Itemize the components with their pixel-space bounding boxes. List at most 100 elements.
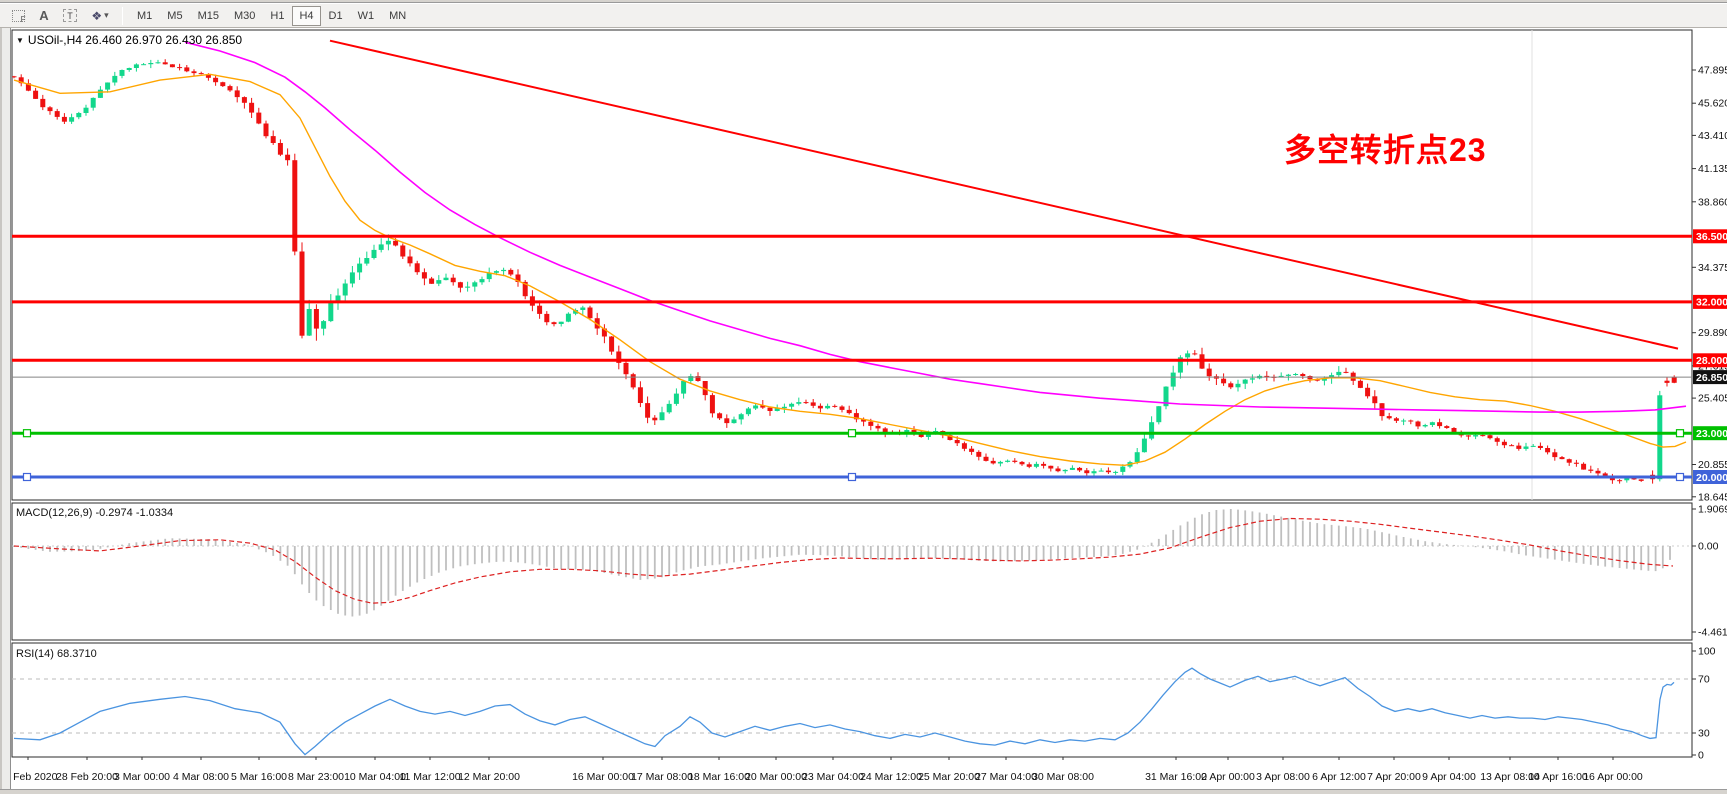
price-badge-20.000 [1693,470,1727,484]
time-tick-label: 24 Mar 12:00 [860,771,922,783]
rsi-axis-label: 0 [1698,750,1704,762]
ma-slow-line [184,41,1687,413]
timeframe-buttons: M1 M5 M15 M30 H1 H4 D1 W1 MN [130,5,413,26]
time-tick-label: 3 Mar 00:00 [114,771,170,783]
time-tick-label: 17 Mar 08:00 [631,771,693,783]
time-tick-label: 25 Mar 20:00 [918,771,980,783]
time-tick-label: 5 Mar 16:00 [231,771,287,783]
time-tick-label: 13 Apr 08:00 [1480,771,1540,783]
tf-button-m1[interactable]: M1 [137,9,153,22]
grid-icon: F [11,9,26,24]
tf-button-m5[interactable]: M5 [167,9,183,22]
window-bottom-edge [0,789,1727,794]
rsi-layer [12,667,1692,756]
time-tick-label: 18 Mar 16:00 [688,771,750,783]
time-tick-label: 20 Mar 00:00 [745,771,807,783]
annotation-text[interactable]: 多空转折点23 [1284,132,1487,168]
tf-button-h4[interactable]: H4 [292,5,321,26]
symbol-dropdown-icon[interactable]: ▼ [16,36,24,45]
time-tick-label: 6 Apr 12:00 [1312,771,1366,783]
time-tick-label: 11 Mar 12:00 [399,771,460,783]
time-tick-label: 12 Mar 20:00 [458,771,520,783]
chart-title: ▼ USOil-,H4 26.460 26.970 26.430 26.850 [16,33,242,47]
tf-button-d1[interactable]: D1 [328,9,343,22]
time-tick-label: 23 Mar 04:00 [802,771,864,783]
price-tick-label: 47.895 [1698,65,1727,77]
tf-button-w1[interactable]: W1 [357,9,375,22]
price-tick-label: 29.890 [1698,327,1727,339]
time-tick-label: 2 Apr 00:00 [1201,771,1255,783]
time-tick-label: 31 Mar 16:00 [1145,771,1207,783]
text-box-icon: T [63,9,77,22]
time-tick-label: 9 Apr 04:00 [1422,771,1476,783]
time-tick-label: 8 Mar 23:00 [288,771,344,783]
macd-panel [11,502,1693,641]
price-badge-label: 36.500 [1696,231,1727,243]
price-tick-label: 34.375 [1698,262,1727,274]
price-badge-26.850 [1693,370,1727,385]
price-badge-label: 32.000 [1696,297,1727,309]
toolbar-separator [122,6,123,25]
grid-tool-button[interactable]: F [5,6,31,26]
rsi-indicator-label: RSI(14) 68.3710 [16,648,97,660]
time-tick-label: 14 Apr 16:00 [1528,771,1588,783]
price-tick-label: 25.405 [1698,393,1727,405]
time-tick-label: 16 Apr 00:00 [1583,771,1643,783]
price-tick-label: 43.410 [1698,130,1727,142]
time-tick-label: 4 Mar 08:00 [173,771,229,783]
window-top-edge [0,0,1727,3]
descending-trendline[interactable] [329,39,1679,350]
price-badge-label: 26.850 [1696,372,1727,384]
time-tick-label: 27 Mar 04:00 [975,771,1037,783]
price-badge-23.000 [1693,426,1727,441]
macd-histogram [13,509,1671,617]
line-handle[interactable] [1675,472,1685,482]
macd-axis-label: 0.00 [1698,541,1719,553]
rsi-axis-label: 100 [1698,646,1716,658]
macd-axis-label: -4.4614 [1698,627,1727,639]
chart-title-text: USOil-,H4 26.460 26.970 26.430 26.850 [27,33,243,47]
time-tick-label: 27 Feb 2020 [0,771,58,783]
price-badge-32.000 [1693,294,1727,309]
tf-button-m15[interactable]: M15 [197,9,219,22]
line-handle[interactable] [22,472,32,482]
time-tick-label: 28 Feb 20:00 [56,771,118,783]
price-tick-label: 38.860 [1698,196,1727,208]
chevron-down-icon: ▾ [104,10,109,20]
rsi-line [13,667,1675,756]
text-label-tool-button[interactable]: A [31,6,57,26]
price-tick-label: 20.855 [1698,459,1727,471]
time-tick-label: 16 Mar 00:00 [572,771,634,783]
line-handle[interactable] [847,472,857,482]
time-tick-label: 7 Apr 20:00 [1367,771,1421,783]
tf-button-m30[interactable]: M30 [233,9,256,22]
price-badge-36.500 [1693,229,1727,244]
tf-button-mn[interactable]: MN [389,9,407,22]
line-handle[interactable] [847,429,857,438]
macd-signal-line [13,517,1674,604]
time-tick-label: 3 Apr 08:00 [1256,771,1310,783]
price-badge-28.000 [1693,353,1727,368]
time-tick-label: 30 Mar 08:00 [1032,771,1094,783]
line-handle[interactable] [1675,429,1685,438]
window-left-edge [0,28,11,794]
price-badge-label: 20.000 [1696,472,1727,484]
arrows-icon: ❖ [91,8,103,23]
line-handle[interactable] [22,429,32,438]
text-box-tool-button[interactable]: T [57,6,83,26]
text-label-icon: A [39,8,49,23]
rsi-axis-label: 70 [1698,674,1710,686]
macd-indicator-label: MACD(12,26,9) -0.2974 -1.0334 [16,507,174,519]
price-tick-label: 41.135 [1698,163,1727,175]
price-badge-label: 23.000 [1696,428,1727,440]
rsi-axis-label: 30 [1698,728,1710,740]
arrows-tool-button[interactable]: ❖ ▾ [83,6,117,26]
main-chart-layer [12,30,1692,500]
tf-button-h1[interactable]: H1 [270,9,285,22]
main-toolbar: F A T ❖ ▾ M1 M5 M15 M30 H1 H4 D1 W1 MN [0,4,1727,28]
price-tick-label: 18.645 [1698,491,1727,503]
macd-layer [12,509,1692,617]
